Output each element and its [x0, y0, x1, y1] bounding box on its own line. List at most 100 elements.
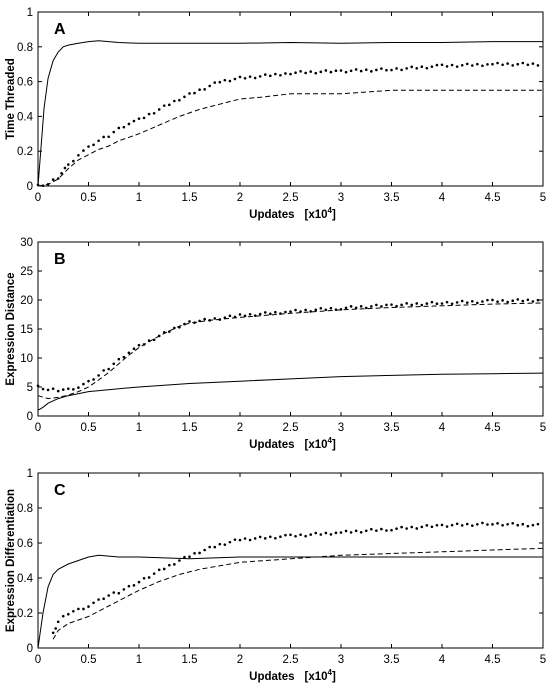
series-dotted [36, 61, 540, 188]
x-tick-label: 5 [540, 654, 546, 666]
x-tick-label: 0 [35, 422, 41, 434]
data-point [107, 594, 110, 597]
x-axis-unit-close: ] [332, 439, 336, 451]
data-point [450, 302, 454, 306]
data-point [72, 159, 75, 163]
data-point [390, 68, 393, 72]
data-point [476, 522, 479, 526]
data-point [132, 119, 136, 123]
data-point [364, 529, 368, 533]
data-point [349, 305, 353, 308]
panel-letter: B [54, 251, 66, 268]
data-point [289, 310, 292, 313]
data-point [481, 64, 484, 68]
data-point [516, 298, 520, 301]
data-point [319, 533, 323, 536]
data-point [304, 71, 307, 75]
data-point [329, 533, 333, 536]
data-point [511, 64, 514, 67]
data-point [253, 537, 257, 540]
data-point [238, 313, 242, 316]
data-point [228, 314, 232, 318]
data-point [531, 523, 535, 527]
data-point [460, 524, 464, 527]
y-tick-label: 0.4 [17, 111, 34, 123]
y-tick-label: 1 [27, 7, 33, 19]
data-point [284, 310, 287, 314]
x-axis-label-text: Updates [249, 209, 294, 221]
data-point [385, 68, 388, 72]
data-point [506, 300, 509, 304]
data-point [289, 72, 292, 76]
data-point [107, 367, 110, 371]
data-point [476, 62, 479, 66]
y-tick-label: 0.2 [17, 608, 33, 620]
data-point [370, 527, 373, 531]
data-point [54, 627, 57, 630]
data-point [364, 306, 368, 310]
data-point [491, 298, 494, 302]
data-point [430, 525, 434, 529]
data-point [395, 304, 398, 308]
data-point [122, 125, 126, 129]
data-point [385, 529, 388, 532]
data-point [117, 357, 121, 361]
panel-c: 0 0.5 1 1.5 2 2.5 3 3.5 4 4.5 5 0 0.2 0.4 0.6 0.8 1 C Expr… [5, 468, 546, 683]
data-point [440, 523, 444, 527]
data-point [87, 145, 90, 148]
data-point [60, 171, 63, 175]
data-point [203, 317, 206, 321]
data-point [380, 527, 383, 531]
data-point [162, 567, 166, 571]
data-point [465, 301, 469, 304]
data-point [102, 597, 105, 601]
data-point [274, 72, 277, 76]
data-point [314, 531, 318, 535]
data-point [309, 310, 313, 313]
data-point [218, 80, 222, 84]
data-point [395, 527, 398, 530]
data-point [238, 538, 242, 542]
data-point [188, 555, 191, 559]
data-point [46, 388, 50, 392]
data-point [405, 527, 408, 530]
data-point [455, 301, 459, 304]
data-point [536, 522, 540, 526]
data-point [152, 111, 156, 115]
data-point [142, 116, 146, 120]
series-dotted [36, 298, 540, 393]
data-point [364, 68, 368, 71]
data-point [193, 552, 196, 555]
data-point [460, 63, 464, 67]
data-point [137, 580, 141, 584]
data-point [324, 69, 328, 72]
x-tick-label: 1 [136, 422, 142, 434]
data-point [168, 103, 171, 107]
data-point [112, 362, 116, 366]
y-tick-label: 5 [27, 382, 33, 394]
data-point [203, 88, 206, 91]
data-point [344, 306, 348, 310]
data-point [531, 300, 535, 303]
data-point [506, 522, 509, 526]
y-tick-label: 10 [20, 353, 33, 365]
data-point [243, 76, 247, 80]
data-point [395, 67, 398, 70]
data-point [496, 522, 499, 525]
data-point [410, 525, 414, 529]
data-point [501, 524, 504, 527]
data-point [445, 65, 449, 68]
x-tick-label: 1.5 [182, 654, 198, 666]
data-point [359, 531, 363, 534]
data-point [501, 63, 504, 67]
data-point [465, 522, 469, 526]
data-point [56, 620, 60, 624]
data-point [122, 355, 126, 359]
x-axis-unit-close: ] [332, 209, 336, 221]
data-point [258, 75, 262, 78]
data-point [375, 68, 378, 72]
data-point [450, 523, 454, 527]
data-point [56, 389, 60, 393]
data-point [380, 305, 383, 308]
data-point [117, 126, 121, 130]
